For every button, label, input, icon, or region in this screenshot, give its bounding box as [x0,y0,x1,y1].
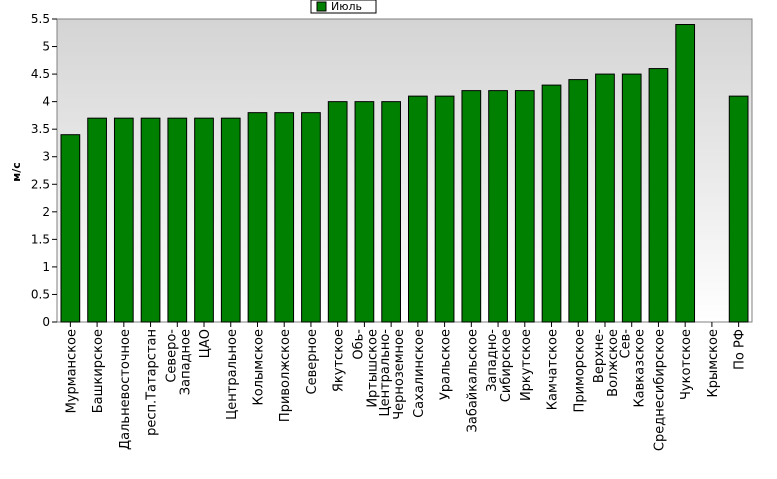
bar [220,117,241,323]
x-tick-label: Центрально-Черноземное [378,329,407,420]
x-tick-label: Забайкальское [465,329,480,432]
y-tick-label: 5.5 [31,12,50,26]
bar [408,95,428,323]
bar [60,134,81,323]
bar [274,112,295,323]
bar [381,101,401,323]
x-tick-label: Обь-Иртышское [351,329,380,408]
bar [434,95,455,323]
bar [247,112,268,323]
bar [140,117,161,323]
x-tick-label: Крымское [706,329,721,398]
bar [87,117,107,323]
x-tick-label: Сахалинское [412,329,427,418]
x-tick-label: Приморское [572,329,587,412]
x-tick-label: ЦАО [198,329,213,358]
y-tick-label: 1.5 [31,232,50,246]
bar [327,101,348,323]
x-tick-label: Среднесибирское [652,329,667,451]
bar [167,117,188,323]
x-tick-label: Башкирское [91,329,106,413]
bar [675,24,696,323]
bar [728,95,749,323]
bar [568,79,589,323]
bar [648,68,669,323]
legend: Июль [310,0,377,14]
bar [301,112,321,323]
x-tick-label: Уральское [439,329,454,400]
plot-area [56,18,753,323]
x-axis-labels: Мурманское Башкирское Дальневосточное респ.… [64,322,748,451]
x-tick-label: Дальневосточное [118,329,133,450]
x-tick-label: Камчатское [546,329,561,410]
x-tick-label: Западно-Сибирское [485,329,514,403]
x-tick-label: Колымское [252,329,267,406]
bar [194,117,214,323]
bar [621,73,642,323]
legend-swatch [316,1,327,12]
bars [60,24,749,323]
y-tick-label: 4 [42,95,50,109]
y-tick-label: 0 [42,315,50,329]
x-tick-label: Приволжское [278,329,293,422]
y-tick-label: 0.5 [31,287,50,301]
legend-box [310,0,377,14]
legend-label: Июль [331,0,362,13]
x-tick-label: По РФ [733,329,748,370]
bar [541,84,562,323]
y-tick-label: 3.5 [31,122,50,136]
y-tick-label: 4.5 [31,67,50,81]
x-tick-label: Верхне-Волжское [592,329,621,397]
bar [514,90,535,323]
y-tick-label: 3 [42,150,50,164]
y-axis: 0 0.5 1 1.5 2 2.5 3 3.5 4 4.5 5 5.5 [31,12,57,329]
x-tick-label: Якутское [332,329,347,392]
y-tick-label: 1 [42,260,50,274]
bar [488,90,508,323]
bar [461,90,482,323]
bar [113,117,134,323]
y-tick-label: 2 [42,205,50,219]
x-tick-label: Северо-Западное [164,329,193,396]
x-tick-label: респ.Татарстан [145,329,160,436]
y-tick-label: 2.5 [31,177,50,191]
x-tick-label: Чукотское [679,329,694,400]
y-axis-title: м/с [10,162,23,182]
x-tick-label: Северное [305,329,320,394]
x-tick-label: Центральное [225,329,240,420]
bar [595,73,615,323]
x-tick-label: Сев-Кавказское [619,329,648,408]
y-tick-label: 5 [42,40,50,54]
x-tick-label: Иркутское [519,329,534,401]
x-tick-label: Мурманское [64,329,79,413]
bar [354,101,375,323]
